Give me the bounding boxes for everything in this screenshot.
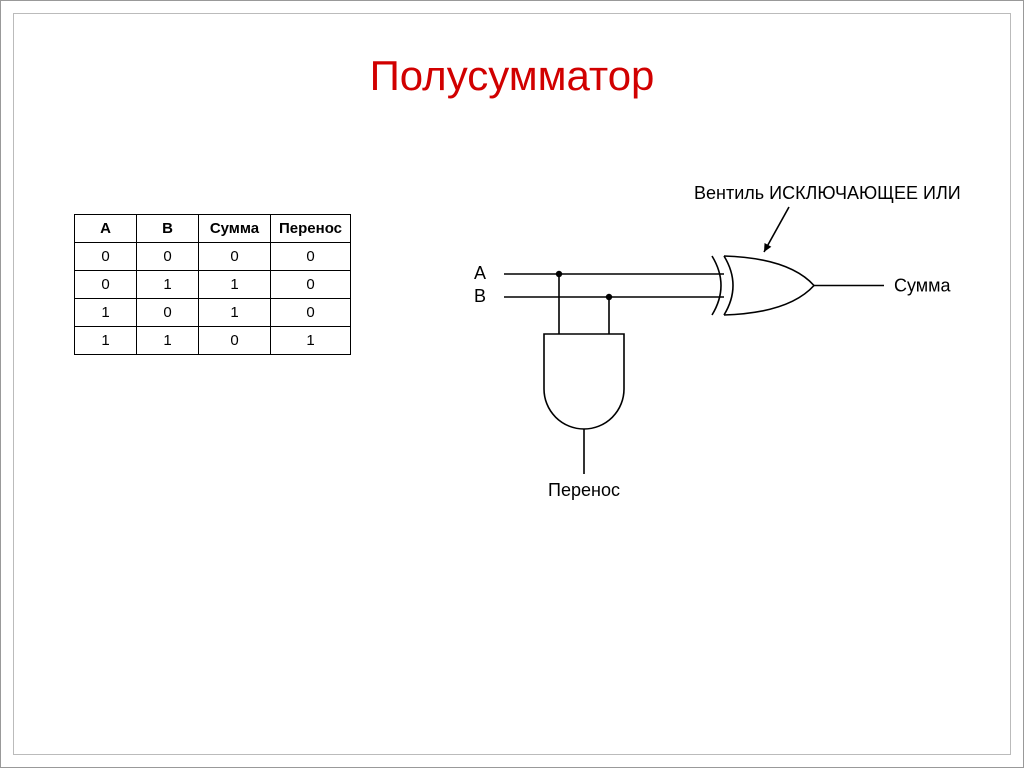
xor-gate-top — [724, 256, 814, 286]
xor-caption: Вентиль ИСКЛЮЧАЮЩЕЕ ИЛИ — [694, 183, 961, 203]
table-cell: 0 — [137, 299, 199, 327]
table-cell: 0 — [199, 327, 271, 355]
input-b-label: B — [474, 286, 486, 306]
table-row: 0110 — [75, 271, 351, 299]
truth-table: ABСуммаПеренос0000011010101101 — [74, 214, 351, 355]
table-cell: 0 — [271, 243, 351, 271]
table-cell: 1 — [199, 299, 271, 327]
input-a-label: A — [474, 263, 486, 283]
xor-gate-back — [712, 256, 721, 315]
table-cell: 0 — [137, 243, 199, 271]
table-cell: 0 — [271, 271, 351, 299]
table-cell: 0 — [75, 271, 137, 299]
and-gate — [544, 334, 624, 429]
table-cell: 1 — [137, 271, 199, 299]
table-header: Перенос — [271, 215, 351, 243]
xor-gate-bot — [724, 286, 814, 316]
table-row: 1010 — [75, 299, 351, 327]
table-cell: 1 — [75, 299, 137, 327]
table-header: A — [75, 215, 137, 243]
table-cell: 0 — [199, 243, 271, 271]
carry-label: Перенос — [548, 480, 620, 500]
slide-title: Полусумматор — [14, 52, 1010, 100]
table-header: B — [137, 215, 199, 243]
table-cell: 1 — [137, 327, 199, 355]
table-row: 0000 — [75, 243, 351, 271]
xor-gate-body — [724, 256, 733, 315]
sum-label: Сумма — [894, 276, 952, 296]
table-header: Сумма — [199, 215, 271, 243]
table-row: 1101 — [75, 327, 351, 355]
table-cell: 1 — [199, 271, 271, 299]
table-cell: 0 — [271, 299, 351, 327]
table-cell: 0 — [75, 243, 137, 271]
table-cell: 1 — [75, 327, 137, 355]
table-cell: 1 — [271, 327, 351, 355]
circuit-diagram: AB Сумма Перенос Вентиль ИСКЛЮЧАЮЩЕЕ ИЛИ — [434, 164, 994, 584]
